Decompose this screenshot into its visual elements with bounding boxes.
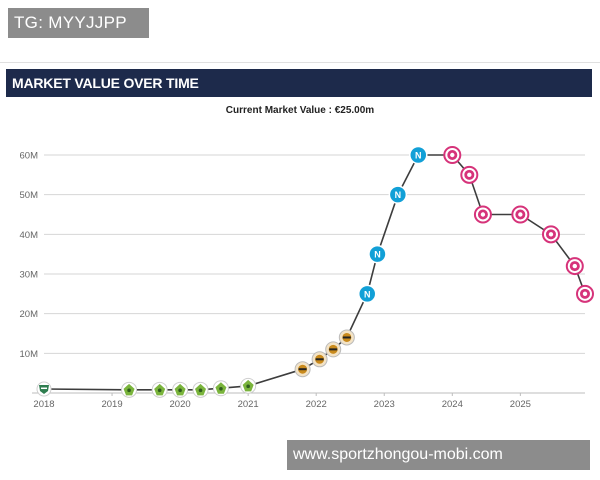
data-point-club2[interactable]: [151, 381, 168, 398]
data-point-bayern[interactable]: [511, 205, 530, 224]
x-tick-label: 2018: [33, 399, 54, 410]
data-point-napoli[interactable]: N: [357, 284, 377, 304]
data-point-club3[interactable]: [325, 341, 342, 358]
data-point-bayern[interactable]: [460, 165, 479, 184]
chart-title: Current Market Value : €25.00m: [225, 105, 375, 116]
series-line: [43, 154, 586, 391]
x-tick-label: 2025: [510, 399, 531, 410]
data-point-club2[interactable]: [212, 380, 229, 397]
data-point-club2[interactable]: [192, 381, 209, 398]
y-tick-label: 50M: [20, 190, 39, 201]
market-value-panel: MARKET VALUE OVER TIME Current Market Va…: [0, 62, 600, 421]
data-point-bayern[interactable]: [473, 205, 492, 224]
data-point-club3[interactable]: [294, 361, 311, 378]
club-badge-letter: N: [415, 151, 422, 161]
data-point-club3[interactable]: [311, 351, 328, 368]
data-point-bayern[interactable]: [541, 225, 560, 244]
y-tick-label: 10M: [20, 349, 39, 360]
x-tick-label: 2021: [238, 399, 259, 410]
data-point-bayern[interactable]: [443, 146, 462, 164]
club-badge-letter: N: [395, 190, 402, 200]
watermark-bottom: www.sportzhongou-mobi.com: [287, 440, 590, 470]
x-tick-label: 2023: [374, 399, 395, 410]
data-point-bayern[interactable]: [576, 284, 594, 303]
watermark-top: TG: MYYJJPP: [8, 8, 149, 38]
data-point-club3[interactable]: [338, 329, 355, 346]
y-tick-label: 30M: [20, 270, 39, 281]
club-badge-letter: N: [364, 289, 371, 299]
data-point-club1[interactable]: [36, 381, 52, 397]
y-tick-label: 40M: [20, 230, 39, 241]
x-tick-label: 2019: [101, 399, 122, 410]
y-tick-label: 20M: [20, 309, 39, 320]
data-point-napoli[interactable]: N: [388, 185, 408, 204]
data-point-club2[interactable]: [240, 377, 257, 394]
panel-title: MARKET VALUE OVER TIME: [6, 69, 592, 97]
x-tick-label: 2024: [442, 399, 463, 410]
x-tick-label: 2020: [170, 399, 191, 410]
data-point-club2[interactable]: [172, 381, 189, 398]
x-tick-label: 2022: [306, 399, 327, 410]
data-point-napoli[interactable]: N: [368, 244, 387, 264]
y-tick-label: 60M: [20, 151, 39, 162]
data-point-club2[interactable]: [121, 381, 138, 398]
data-point-napoli[interactable]: N: [409, 145, 428, 165]
club-badge-letter: N: [374, 250, 381, 260]
data-point-bayern[interactable]: [565, 257, 584, 276]
